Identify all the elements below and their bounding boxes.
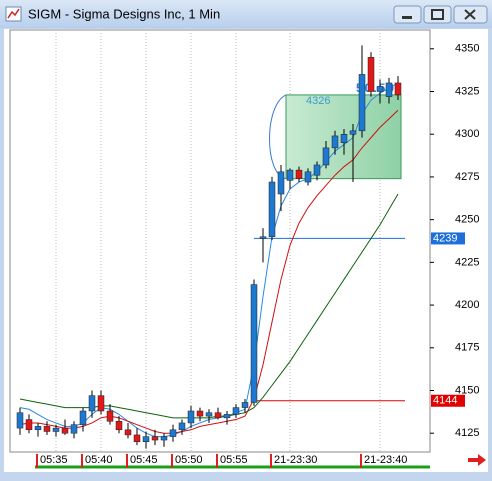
candle-body <box>340 133 348 144</box>
candle-body <box>349 130 357 135</box>
zone-label: 4326 <box>306 95 330 107</box>
candle-body <box>43 426 51 432</box>
candle-body <box>169 429 177 437</box>
candle-body <box>367 57 375 92</box>
candle-body <box>124 429 132 436</box>
candle-body <box>376 86 384 92</box>
candle-body <box>259 236 267 239</box>
y-tick-label: 4150 <box>455 384 479 396</box>
level-tag-label: 4144 <box>433 395 457 407</box>
candle-body <box>142 436 150 442</box>
candle-body <box>52 427 60 432</box>
x-tick-label: 21-23:40 <box>364 454 407 466</box>
candle-body <box>313 164 321 176</box>
y-tick-label: 4125 <box>455 427 479 439</box>
x-tick-label: 05:40 <box>85 454 113 466</box>
candle-body <box>250 284 258 403</box>
y-tick-label: 4200 <box>455 299 479 311</box>
chart-title: SIGM - Sigma Designs Inc, 1 Min <box>28 6 220 21</box>
candle-body <box>214 412 222 419</box>
candle-body <box>304 171 312 183</box>
candle-body <box>70 424 78 434</box>
y-tick-label: 4325 <box>455 85 479 97</box>
y-tick-label: 4275 <box>455 171 479 183</box>
window-icon <box>5 6 22 22</box>
candle-body <box>25 419 33 431</box>
candle-body <box>97 395 105 412</box>
candle-body <box>295 169 303 179</box>
candle-body <box>286 169 294 181</box>
y-tick-label: 4175 <box>455 342 479 354</box>
y-tick-label: 4300 <box>455 128 479 140</box>
close-button[interactable] <box>453 5 488 24</box>
candle-body <box>106 410 114 422</box>
candle-body <box>232 407 240 415</box>
candle-body <box>277 171 285 195</box>
level-tag <box>431 232 465 245</box>
candle-body <box>115 420 123 431</box>
candle-body <box>16 412 24 429</box>
candle-body <box>196 410 204 417</box>
candle-body <box>187 410 195 424</box>
candle-body <box>223 414 231 419</box>
y-tick-label: 4350 <box>455 43 479 55</box>
candle-body <box>178 422 186 431</box>
y-tick-label: 4225 <box>455 256 479 268</box>
maximize-button[interactable] <box>423 5 452 24</box>
candle-body <box>160 436 168 441</box>
candle-body <box>61 427 69 434</box>
level-tag-label: 4239 <box>433 232 457 244</box>
candle-body <box>151 436 159 441</box>
candle-body <box>205 412 213 417</box>
x-tick-label: 05:45 <box>130 454 158 466</box>
candle-body <box>241 402 249 408</box>
zone-note: 50.50 <box>356 81 396 95</box>
candle-body <box>88 395 96 412</box>
x-tick-label: 05:55 <box>220 454 248 466</box>
candle-body <box>394 82 402 96</box>
level-tag <box>431 394 465 407</box>
x-tick-label: 05:35 <box>40 454 68 466</box>
candle-body <box>133 434 141 442</box>
x-tick-label: 05:50 <box>175 454 203 466</box>
x-tick-label: 21-23:30 <box>274 454 317 466</box>
candle-body <box>79 410 87 425</box>
scroll-arrow[interactable] <box>468 454 486 466</box>
minimize-button[interactable] <box>393 5 422 24</box>
candle-body <box>322 147 330 166</box>
candle-body <box>34 426 42 431</box>
candle-body <box>331 135 339 149</box>
candle-body <box>385 82 393 97</box>
y-tick-label: 4250 <box>455 214 479 226</box>
candle-body <box>358 74 366 132</box>
candle-body <box>268 181 276 237</box>
